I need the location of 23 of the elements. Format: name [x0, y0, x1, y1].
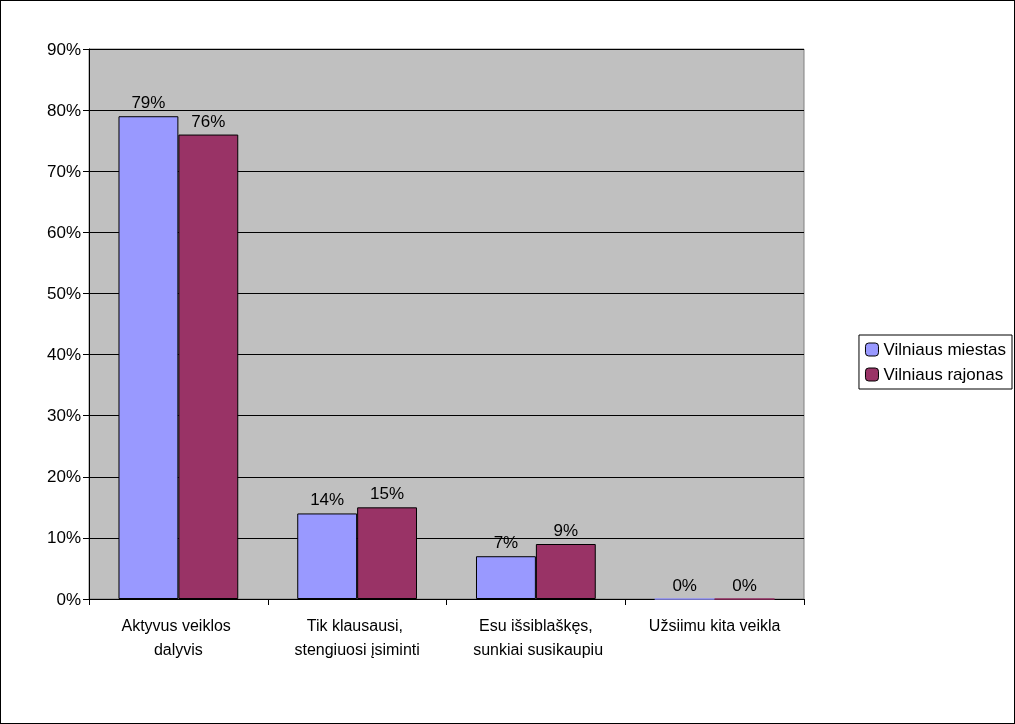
x-tick-label: Užsiimu kita veikla	[648, 616, 781, 634]
data-label: 9%	[553, 521, 579, 540]
data-label: 14%	[310, 490, 345, 510]
y-tick-label: 40%	[46, 345, 81, 365]
y-tick-label: 30%	[46, 406, 81, 426]
y-tick-label: 90%	[46, 39, 81, 59]
y-tick-label: 20%	[46, 467, 81, 487]
data-label: 76%	[191, 111, 226, 131]
x-tick-label: Tik klausausi, stengiuosi įsiminti	[294, 616, 420, 658]
y-tick-label: 60%	[46, 222, 81, 242]
y-tick-label: 0%	[56, 589, 81, 609]
legend-label: Vilniaus miestas	[883, 340, 1007, 359]
y-tick-label: 80%	[46, 100, 81, 120]
data-label: 0%	[672, 575, 697, 595]
legend-label: Vilniaus rajonas	[883, 365, 1004, 384]
data-label: 0%	[732, 575, 757, 595]
y-tick-label: 10%	[46, 528, 81, 548]
data-label: 15%	[370, 484, 405, 504]
data-label: 79%	[131, 93, 166, 113]
y-tick-label: 50%	[46, 283, 81, 303]
x-tick-label: Aktyvus veiklos dalyvis	[121, 616, 236, 658]
y-tick-label: 70%	[46, 161, 81, 181]
x-tick-label: Esu išsiblaškęs, sunkiai susikaupiu	[468, 616, 604, 658]
